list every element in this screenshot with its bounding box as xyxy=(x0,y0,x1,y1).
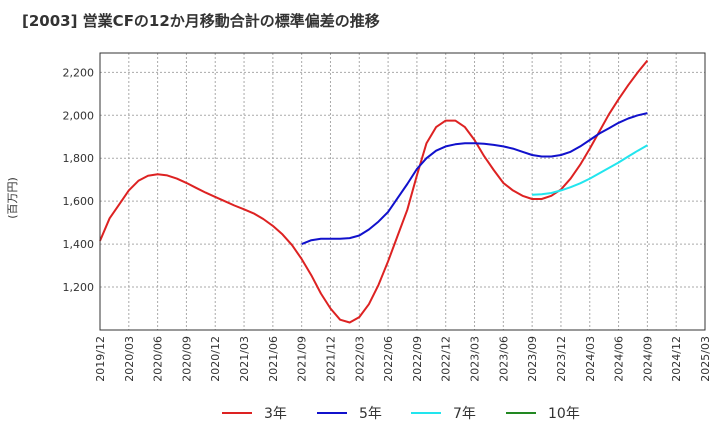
x-tick-label: 2020/12 xyxy=(209,336,222,382)
x-axis-ticks: 2019/12 2020/03 2020/06 2020/09 2020/12 2021/… xyxy=(94,336,712,382)
x-tick-label: 2019/12 xyxy=(94,336,107,382)
series-line-3年 xyxy=(99,59,649,324)
x-tick-label: 2021/03 xyxy=(238,336,251,382)
x-tick-label: 2020/06 xyxy=(152,336,165,382)
x-tick-label: 2022/06 xyxy=(382,336,395,382)
x-tick-label: 2020/09 xyxy=(180,336,193,382)
legend: 3年 5年 7年 10年 xyxy=(222,406,580,422)
legend-label: 10年 xyxy=(548,406,580,422)
series-line-5年 xyxy=(301,112,648,246)
x-tick-label: 2024/09 xyxy=(641,336,654,382)
x-tick-label: 2025/03 xyxy=(699,336,712,382)
x-tick-label: 2023/06 xyxy=(497,336,510,382)
legend-label: 3年 xyxy=(264,406,287,422)
grid-lines xyxy=(99,53,706,330)
x-tick-label: 2023/03 xyxy=(469,336,482,382)
series-lines xyxy=(99,59,649,324)
y-axis-ticks: 1,200 1,400 1,600 1,800 2,000 2,200 xyxy=(63,66,95,294)
y-tick-label: 1,800 xyxy=(63,152,95,165)
x-tick-label: 2024/12 xyxy=(670,336,683,382)
x-tick-label: 2024/03 xyxy=(584,336,597,382)
x-tick-label: 2020/03 xyxy=(123,336,136,382)
x-tick-label: 2022/12 xyxy=(440,336,453,382)
legend-label: 7年 xyxy=(453,406,476,422)
x-tick-label: 2022/03 xyxy=(353,336,366,382)
chart-title: [2003] 営業CFの12か月移動合計の標準偏差の推移 xyxy=(22,12,380,30)
y-tick-label: 1,600 xyxy=(63,195,95,208)
y-tick-label: 1,400 xyxy=(63,238,95,251)
y-tick-label: 2,200 xyxy=(63,66,95,79)
legend-label: 5年 xyxy=(359,406,382,422)
x-tick-label: 2021/09 xyxy=(296,336,309,382)
x-tick-label: 2023/09 xyxy=(526,336,539,382)
x-tick-label: 2023/12 xyxy=(555,336,568,382)
y-tick-label: 1,200 xyxy=(63,281,95,294)
y-tick-label: 2,000 xyxy=(63,109,95,122)
x-tick-label: 2022/09 xyxy=(411,336,424,382)
x-tick-label: 2021/12 xyxy=(324,336,337,382)
plot-area-border xyxy=(99,52,706,331)
series-line-7年 xyxy=(532,144,648,196)
x-tick-label: 2024/06 xyxy=(613,336,626,382)
y-axis-label: (百万円) xyxy=(6,177,19,219)
x-tick-label: 2021/06 xyxy=(267,336,280,382)
